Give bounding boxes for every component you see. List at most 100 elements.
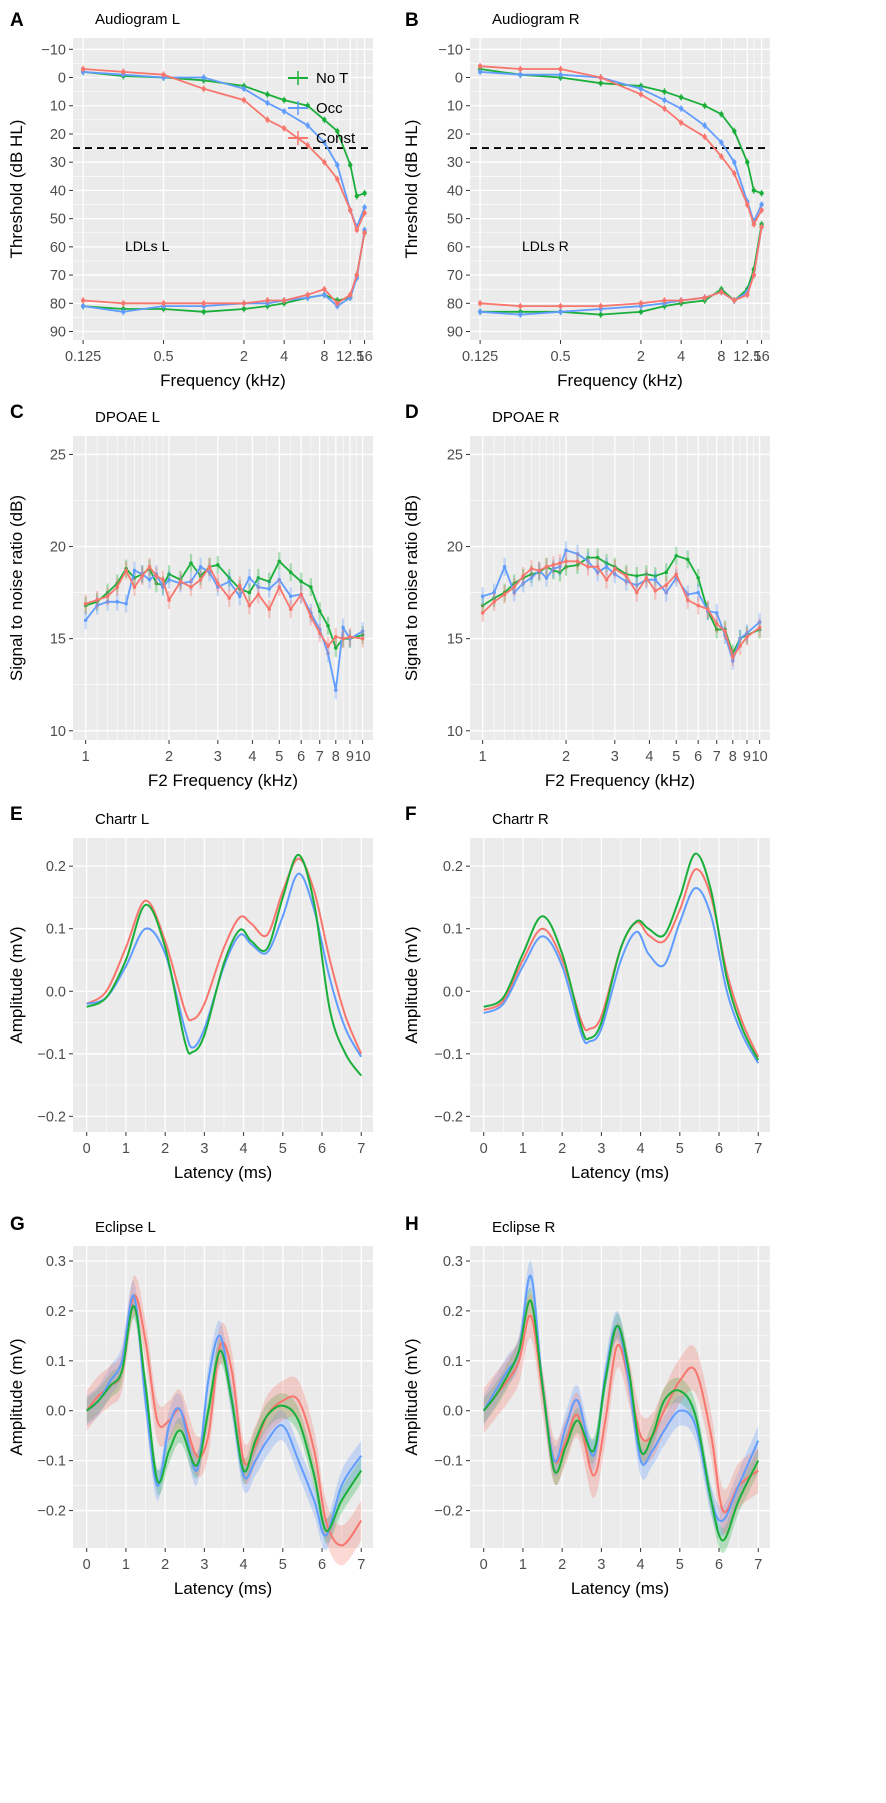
data-point <box>702 103 707 108</box>
data-point <box>598 312 603 317</box>
data-point <box>551 563 556 567</box>
data-point <box>335 176 340 182</box>
data-point <box>706 607 710 611</box>
data-point <box>719 289 724 295</box>
data-point <box>751 272 757 278</box>
data-point <box>575 552 580 556</box>
data-point <box>201 75 206 80</box>
data-point <box>80 66 86 72</box>
data-point <box>265 117 270 123</box>
data-point <box>745 292 750 298</box>
x-tick-label: 0 <box>83 1557 91 1573</box>
y-tick-label: 25 <box>447 447 463 463</box>
data-point <box>161 577 165 582</box>
series-line-occ <box>483 887 760 1064</box>
data-point <box>247 603 252 608</box>
data-point <box>267 607 272 611</box>
data-point <box>322 117 327 123</box>
data-point <box>360 629 365 634</box>
data-point <box>201 301 206 306</box>
y-tick-label: 0.1 <box>443 922 463 938</box>
data-point <box>201 309 206 314</box>
x-tick-label: 6 <box>297 749 305 765</box>
data-point <box>178 579 183 584</box>
data-point <box>644 576 649 580</box>
series-const <box>83 557 365 656</box>
x-tick-label: 3 <box>611 749 619 765</box>
y-tick-label: 0.1 <box>46 1354 66 1370</box>
plot-background <box>470 838 770 1132</box>
data-point <box>265 92 270 97</box>
data-point <box>480 603 485 608</box>
data-point <box>613 566 617 571</box>
data-point <box>598 303 603 309</box>
data-point <box>362 210 367 216</box>
data-point <box>333 646 338 650</box>
x-tick-label: 6 <box>318 1141 326 1157</box>
data-point <box>477 64 483 69</box>
panel-letter: C <box>10 402 24 423</box>
plot-background <box>73 838 373 1132</box>
data-point <box>595 565 600 569</box>
plot-background <box>470 436 770 740</box>
data-point <box>730 655 735 659</box>
data-point <box>558 66 563 72</box>
data-point <box>362 205 367 210</box>
y-tick-label: 10 <box>50 99 66 115</box>
y-tick-label: 20 <box>50 127 66 143</box>
data-point <box>147 577 152 582</box>
data-point <box>586 555 590 560</box>
series-const <box>477 62 764 310</box>
x-tick-label: 6 <box>694 749 702 765</box>
data-point <box>537 568 542 573</box>
data-point <box>759 207 764 213</box>
data-point <box>759 191 764 196</box>
data-point <box>558 570 562 575</box>
series-const <box>80 65 367 307</box>
data-point <box>674 572 679 576</box>
data-point <box>189 561 193 565</box>
data-point <box>288 570 293 575</box>
data-point <box>267 587 272 591</box>
x-tick-label: 7 <box>316 749 324 765</box>
data-point <box>281 97 287 103</box>
x-tick-label: 6 <box>715 1557 723 1573</box>
y-tick-label: −0.2 <box>434 1109 463 1125</box>
data-point <box>492 600 496 604</box>
data-point <box>732 128 737 134</box>
data-point <box>132 585 137 589</box>
panel-letter: B <box>405 10 419 31</box>
data-point <box>317 631 322 635</box>
data-point <box>241 86 247 92</box>
y-tick-label: 70 <box>447 268 463 284</box>
panel-e: E Chartr L 0 1 2 3 4 5 6 7 −0.2 −0.1 0.0 0.1 0.2 Latenc… <box>7 804 373 1182</box>
x-axis-label: Latency (ms) <box>571 1579 669 1598</box>
y-tick-label: 0.0 <box>443 984 463 1000</box>
data-point <box>595 555 600 560</box>
y-tick-label: 30 <box>50 155 66 171</box>
data-point <box>595 570 600 575</box>
data-point <box>759 202 764 207</box>
data-point <box>551 566 556 571</box>
x-tick-label: 2 <box>637 349 645 365</box>
data-point <box>644 572 649 576</box>
panel-title: Chartr R <box>492 811 549 828</box>
y-tick-label: −0.1 <box>434 1454 463 1470</box>
data-point <box>326 651 330 656</box>
panel-f: F Chartr R 0 1 2 3 4 5 6 7 −0.2 −0.1 0.0 0.1 0.2 Latenc… <box>402 804 770 1182</box>
data-point <box>598 80 603 86</box>
series-line-occ <box>86 1294 363 1537</box>
x-tick-label: 6 <box>318 1557 326 1573</box>
x-tick-label: 7 <box>754 1557 762 1573</box>
data-point <box>281 109 287 114</box>
data-point <box>147 565 152 569</box>
data-point <box>624 574 629 578</box>
x-tick-label: 1 <box>519 1557 527 1573</box>
y-tick-label: −0.1 <box>37 1454 66 1470</box>
data-point <box>678 106 684 111</box>
x-tick-label: 8 <box>332 749 340 765</box>
panel-title: Eclipse L <box>95 1219 156 1236</box>
data-point <box>558 565 562 569</box>
data-point <box>362 191 367 196</box>
x-tick-label: 2 <box>558 1141 566 1157</box>
